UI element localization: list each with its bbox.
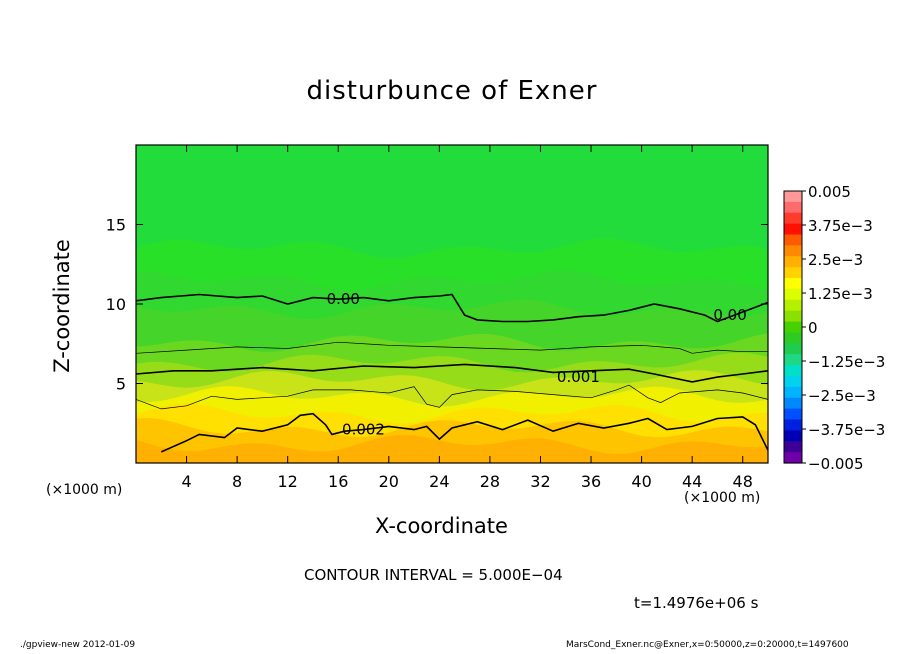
contour-label-1: 0.00	[713, 306, 746, 324]
contour-interval-label: CONTOUR INTERVAL = 5.000E−04	[304, 566, 563, 584]
x-ticks: 4 8 12 16 20 24 28 32 36 40 44 48	[181, 145, 753, 491]
contour-c0015	[136, 384, 768, 410]
colorbar-swatch-13	[784, 332, 802, 344]
colorbar-swatch-8	[784, 278, 802, 290]
x-tick-label-6: 28	[480, 472, 500, 491]
x-tick-label-0: 4	[181, 472, 191, 491]
colorbar-swatch-21	[784, 419, 802, 431]
colorbar-swatch-18	[784, 386, 802, 399]
colorbar-label-5: −1.25e−3	[808, 353, 885, 371]
colorbar-swatch-10	[784, 299, 802, 312]
colorbar-swatch-9	[784, 288, 802, 301]
colorbar-swatch-11	[784, 310, 802, 323]
colorbar-swatch-12	[784, 321, 802, 334]
colorbar: 0.005 3.75e−3 2.5e−3 1.25e−3 0 −1.25e−3 −2.5e−…	[783, 183, 885, 473]
contour-c002	[160, 412, 768, 453]
x-tick-label-9: 40	[631, 472, 651, 491]
colorbar-swatch-1	[784, 201, 802, 214]
y-tick-label-2: 15	[106, 216, 126, 235]
x-tick-label-7: 32	[530, 472, 550, 491]
x-tick-label-2: 12	[278, 472, 298, 491]
y-tick-label-1: 10	[106, 295, 126, 314]
colorbar-swatch-14	[784, 343, 802, 355]
x-tick-label-10: 44	[682, 472, 702, 491]
colorbar-swatch-5	[784, 245, 802, 257]
x-tick-label-11: 48	[733, 472, 753, 491]
time-label: t=1.4976e+06 s	[634, 594, 759, 612]
contour-c0005	[136, 341, 768, 354]
colorbar-swatch-17	[784, 375, 802, 388]
x-unit-right: (×1000 m)	[684, 490, 761, 506]
x-unit-left: (×1000 m)	[46, 482, 123, 498]
y-ticks: 5 10 15	[106, 216, 768, 394]
colorbar-swatch-2	[784, 212, 802, 225]
colorbar-label-4: 0	[808, 319, 818, 337]
colorbar-swatch-0	[784, 191, 802, 203]
colorbar-label-3: 1.25e−3	[808, 285, 873, 303]
colorbar-swatch-15	[784, 354, 802, 366]
colorbar-swatch-4	[784, 234, 802, 246]
contour-labels: 0.00 0.00 0.001 0.002	[327, 290, 747, 438]
colorbar-swatch-19	[784, 397, 802, 410]
colorbar-swatch-22	[784, 430, 802, 442]
colorbar-label-6: −2.5e−3	[808, 387, 876, 405]
colorbar-swatch-23	[784, 441, 802, 453]
colorbar-label-0: 0.005	[808, 183, 851, 201]
contour-c001	[136, 363, 768, 383]
y-tick-label-0: 5	[116, 375, 126, 394]
x-tick-label-8: 36	[581, 472, 601, 491]
colorbar-label-8: −0.005	[808, 455, 864, 473]
x-axis-label: X-coordinate	[375, 514, 508, 538]
colorbar-label-7: −3.75e−3	[808, 421, 885, 439]
chart-title: disturbunce of Exner	[306, 76, 598, 106]
colorbar-swatch-6	[784, 256, 802, 268]
filled-bands	[136, 145, 768, 463]
colorbar-swatch-20	[784, 408, 802, 421]
contour-zero	[136, 293, 768, 323]
footer-left: ./gpview-new 2012-01-09	[20, 640, 136, 650]
colorbar-swatch-7	[784, 267, 802, 279]
contour-label-2: 0.001	[557, 368, 600, 386]
colorbar-label-1: 3.75e−3	[808, 217, 873, 235]
x-tick-label-4: 20	[379, 472, 399, 491]
colorbar-label-2: 2.5e−3	[808, 251, 863, 269]
colorbar-swatch-16	[784, 365, 802, 377]
colorbar-swatch-3	[784, 223, 802, 236]
contour-lines	[136, 293, 768, 453]
contour-label-3: 0.002	[342, 421, 385, 439]
contour-label-0: 0.00	[327, 290, 360, 308]
x-tick-label-3: 16	[328, 472, 348, 491]
footer-right: MarsCond_Exner.nc@Exner,x=0:50000,z=0:20…	[566, 640, 849, 650]
x-tick-label-1: 8	[232, 472, 242, 491]
x-tick-label-5: 24	[429, 472, 449, 491]
band-9	[136, 434, 768, 463]
colorbar-swatch-24	[784, 452, 802, 464]
